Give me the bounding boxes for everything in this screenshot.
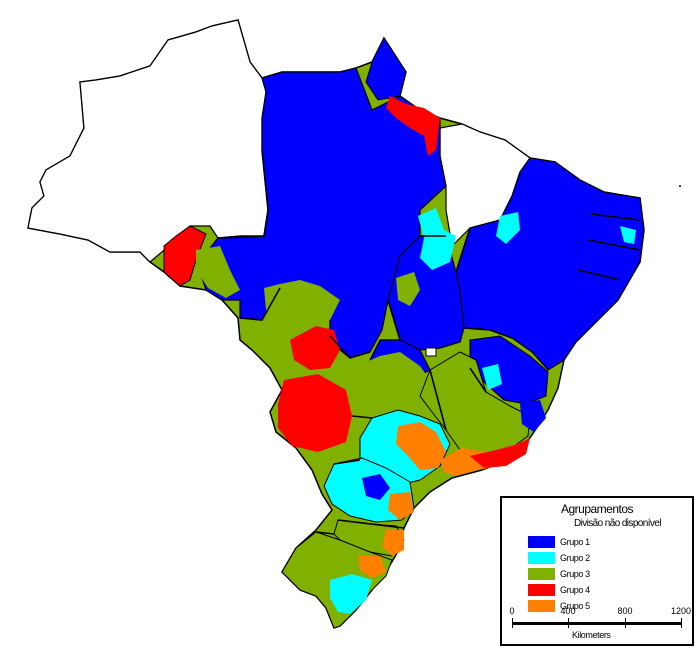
region-grupo5-parana: [388, 492, 414, 520]
legend-label: Grupo 5: [560, 601, 590, 611]
legend-title: Agrupamentos: [560, 502, 634, 516]
scale-tick: [568, 618, 569, 628]
scale-label: 1200: [670, 606, 692, 616]
legend-label: Grupo 1: [560, 537, 590, 547]
legend-unavailable-label: Divisão não disponível: [574, 518, 661, 529]
region-grupo1-north: [195, 67, 447, 359]
region-grupo1-amapa: [365, 36, 407, 101]
region-grupo1-parana: [362, 474, 390, 500]
scale-unit: Kilometers: [572, 630, 611, 640]
region-grupo4-mato-grosso: [278, 374, 352, 452]
region-grupo3-para-south: [264, 280, 340, 320]
region-grupo1-espirito-santo: [520, 400, 546, 432]
region-grupo5-santa-catarina: [382, 530, 404, 556]
region-grupo2-bahia: [482, 364, 502, 390]
region-grupo5-rio-grande: [358, 556, 386, 578]
region-grupo2-maranhao: [418, 208, 456, 270]
legend-swatch: [528, 536, 555, 548]
region-unavailable-northwest: [27, 19, 269, 263]
region-grupo1-central: [387, 235, 465, 351]
legend-swatch: [528, 568, 555, 580]
legend-box: Agrupamentos Divisão não disponível Grup…: [500, 496, 694, 646]
region-grupo2-rio-grande: [330, 574, 372, 614]
legend-swatch: [528, 600, 555, 612]
scale-tick: [512, 618, 513, 628]
region-grupo3-west: [196, 246, 240, 298]
scale-track: [512, 622, 682, 625]
scale-bar: 0 400 800 1200 Kilometers: [509, 606, 691, 644]
island-marker: [679, 185, 681, 187]
region-grupo4-rondonia: [290, 326, 340, 370]
scale-label: 400: [560, 606, 576, 616]
region-grupo4-north-coast: [386, 96, 440, 156]
scale-label: 0: [509, 606, 515, 616]
region-grupo3-tocantins: [352, 352, 430, 402]
region-grupo3-maranhao: [396, 272, 420, 306]
legend-label: Grupo 2: [560, 553, 590, 563]
region-grupo5-southeast: [396, 422, 446, 470]
region-grupo2-rn: [620, 226, 636, 244]
legend-label: Grupo 4: [560, 585, 590, 595]
scale-tick: [625, 618, 626, 628]
legend-swatch: [528, 552, 555, 564]
scale-tick: [681, 618, 682, 628]
legend-swatch: [528, 584, 555, 596]
legend-label: Grupo 3: [560, 569, 590, 579]
federal-district: [425, 347, 437, 357]
region-grupo4-rio: [470, 438, 530, 468]
region-grupo1-northeast: [455, 157, 645, 371]
region-grupo2-piaui: [496, 212, 520, 244]
state-borders: [217, 149, 641, 535]
scale-label: 800: [617, 606, 633, 616]
